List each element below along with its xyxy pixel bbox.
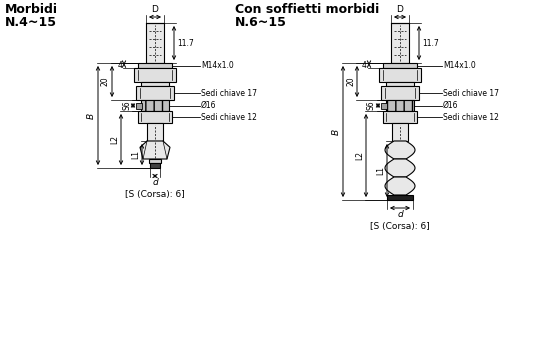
Text: [S (Corsa): 6]: [S (Corsa): 6] (125, 190, 185, 199)
Text: S6: S6 (367, 101, 376, 110)
Bar (141, 100, 169, 111)
Bar (386, 100, 414, 111)
Text: D: D (152, 5, 159, 14)
Bar (381, 86, 419, 100)
Text: B: B (332, 128, 341, 134)
Bar (387, 195, 413, 200)
Text: 4: 4 (362, 61, 367, 70)
Text: 20: 20 (101, 77, 110, 86)
Text: N.6~15: N.6~15 (235, 16, 287, 29)
Text: L1: L1 (376, 166, 385, 175)
Bar (138, 63, 172, 68)
Polygon shape (385, 141, 415, 159)
Text: B: B (87, 113, 96, 119)
Text: Con soffietti morbidi: Con soffietti morbidi (235, 3, 379, 16)
Bar (136, 103, 142, 109)
Text: L2: L2 (110, 135, 119, 144)
Text: [S (Corsa): 6]: [S (Corsa): 6] (370, 222, 430, 231)
Bar (386, 82, 414, 86)
Bar (138, 111, 172, 123)
Bar (379, 68, 421, 82)
Bar (134, 68, 176, 82)
Text: Sedi chiave 12: Sedi chiave 12 (443, 113, 499, 121)
Bar (383, 63, 417, 68)
Text: 11.7: 11.7 (177, 38, 194, 48)
Bar (381, 103, 387, 109)
Text: Ø16: Ø16 (443, 101, 458, 110)
Polygon shape (385, 159, 415, 177)
Text: N.4~15: N.4~15 (5, 16, 57, 29)
Bar (149, 159, 161, 163)
Bar (391, 23, 409, 63)
Text: L2: L2 (355, 151, 364, 160)
Text: 11.7: 11.7 (422, 38, 439, 48)
Polygon shape (140, 141, 170, 159)
Text: d: d (397, 210, 403, 219)
Text: 20: 20 (346, 77, 355, 86)
Bar (146, 23, 164, 63)
Bar (383, 111, 417, 123)
Text: d: d (152, 178, 158, 187)
Text: M14x1.0: M14x1.0 (201, 61, 234, 70)
Polygon shape (385, 177, 415, 195)
Text: Sedi chiave 17: Sedi chiave 17 (201, 89, 257, 97)
Text: Ø16: Ø16 (201, 101, 217, 110)
Text: Morbidi: Morbidi (5, 3, 58, 16)
Bar (392, 123, 408, 141)
Text: S6: S6 (122, 101, 131, 110)
Bar (150, 163, 160, 168)
Bar (147, 123, 163, 141)
Text: M14x1.0: M14x1.0 (443, 61, 476, 70)
Text: Sedi chiave 12: Sedi chiave 12 (201, 113, 257, 121)
Bar (136, 86, 174, 100)
Text: L1: L1 (131, 150, 140, 159)
Bar (141, 82, 169, 86)
Text: D: D (397, 5, 403, 14)
Text: 4: 4 (117, 61, 122, 70)
Text: Sedi chiave 17: Sedi chiave 17 (443, 89, 499, 97)
